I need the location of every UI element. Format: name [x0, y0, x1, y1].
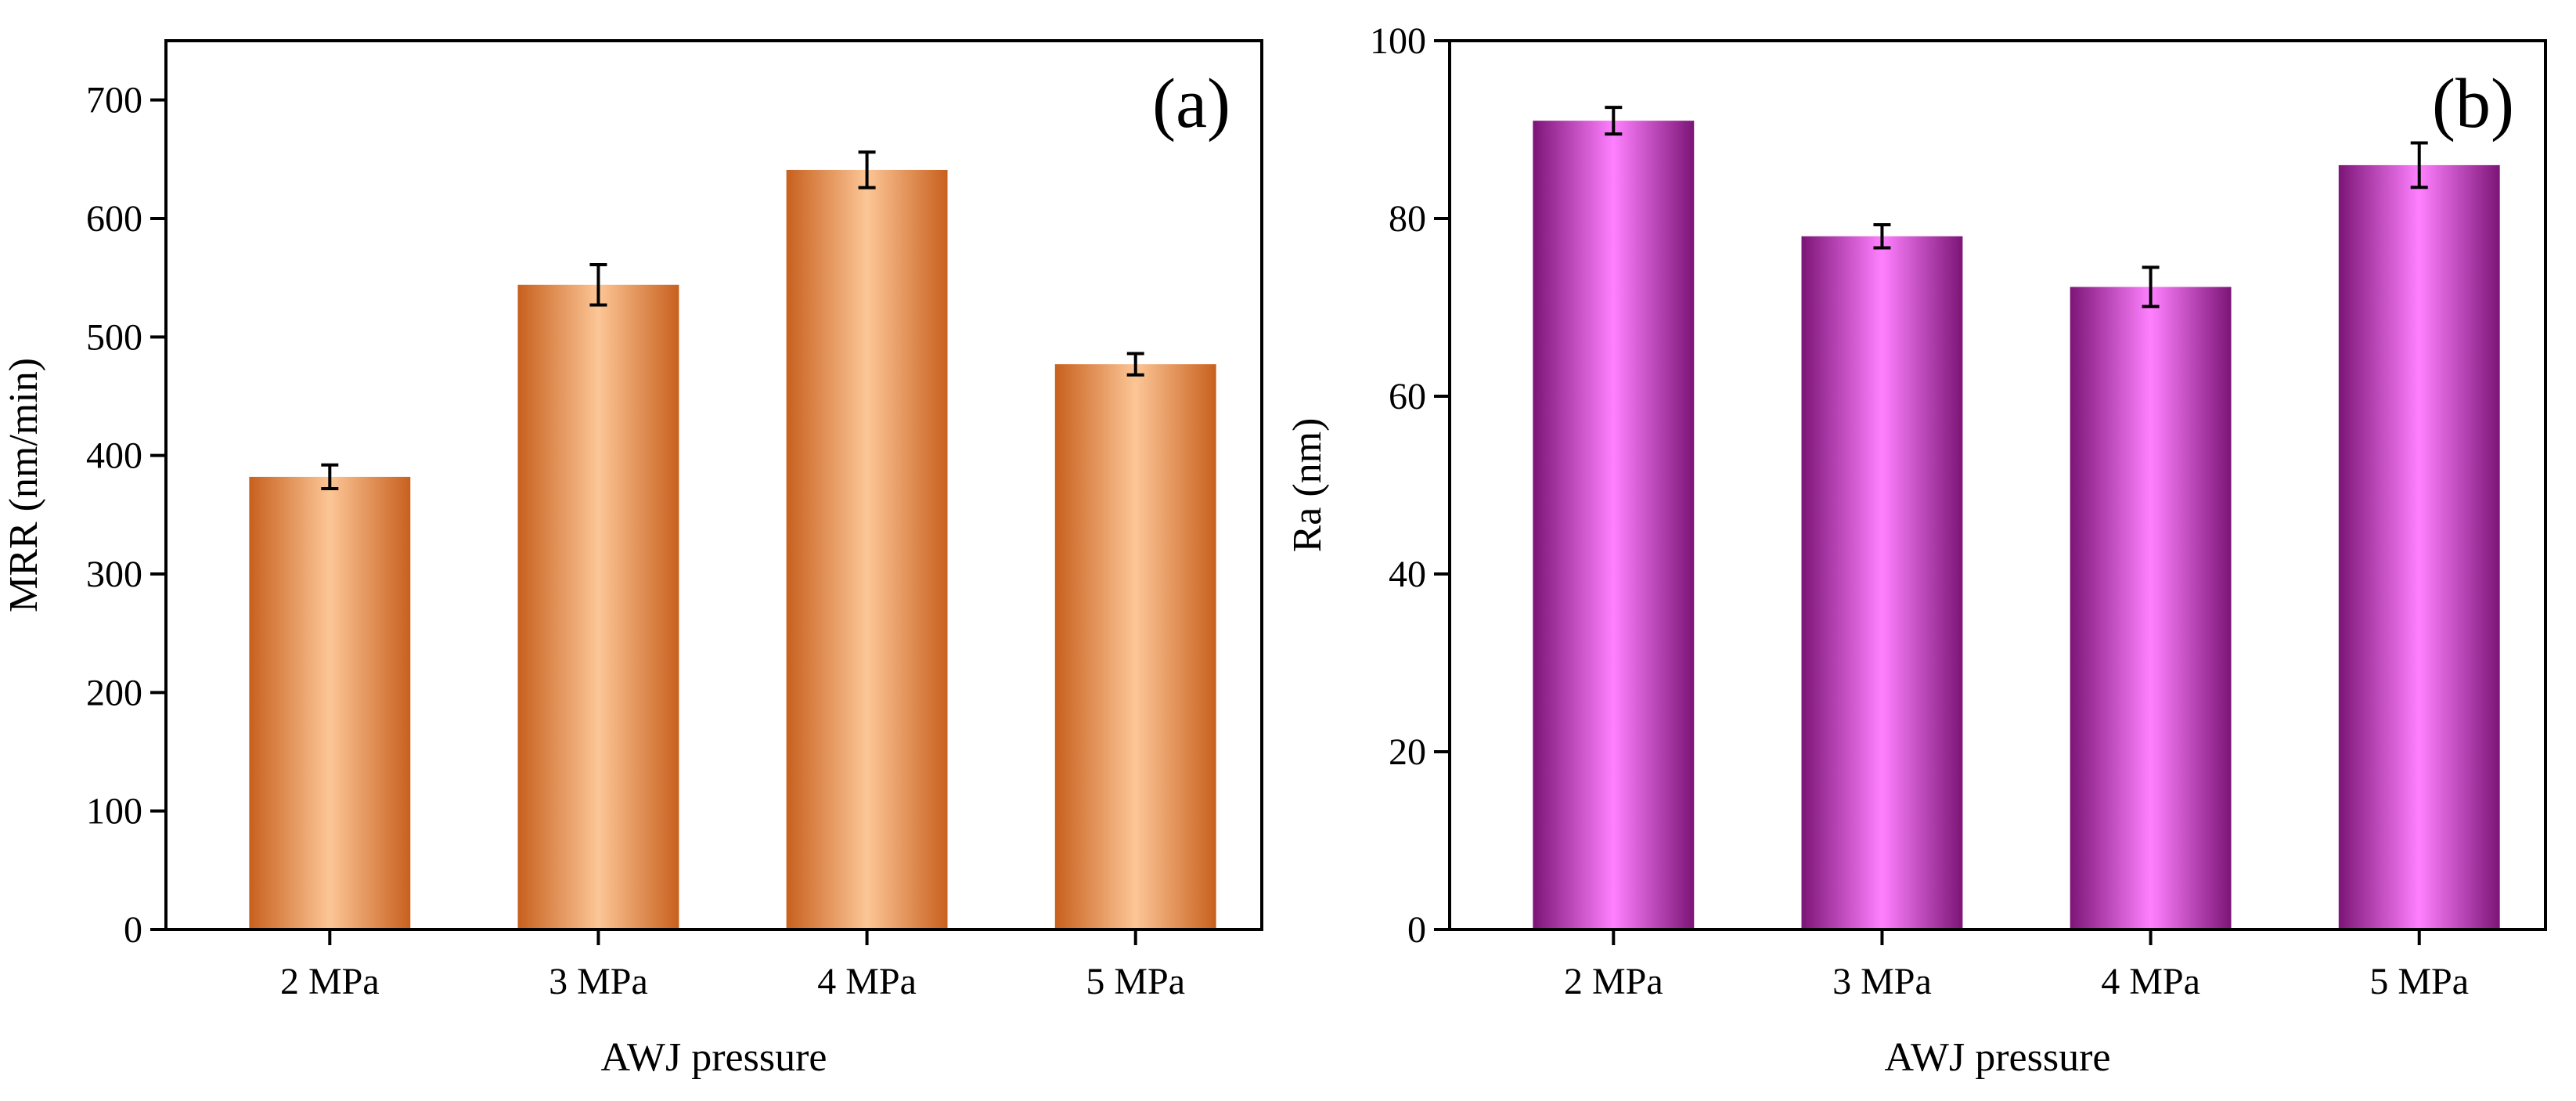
- x-tick-label: 5 MPa: [1086, 961, 1185, 1002]
- y-tick-label: 200: [86, 672, 142, 713]
- x-tick-label: 4 MPa: [2101, 961, 2200, 1002]
- y-tick-label: 500: [86, 316, 142, 358]
- bar-3-mpa: [517, 284, 679, 930]
- y-tick-label: 80: [1389, 198, 1426, 240]
- panel-tag: (a): [1152, 65, 1230, 143]
- y-tick-label: 0: [1407, 909, 1426, 951]
- error-bars: [321, 150, 1144, 491]
- plot-frame: [164, 39, 1263, 931]
- y-axis-ticks: 0 100 200 300 400 500 600 700: [86, 80, 166, 951]
- y-tick-label: 60: [1389, 376, 1426, 417]
- bars: [249, 169, 1216, 930]
- y-axis-label: Ra (nm): [1285, 418, 1330, 553]
- bar-4-mpa: [786, 169, 948, 930]
- y-tick-label: 700: [86, 80, 142, 121]
- y-axis-label: MRR (nm/min): [2, 358, 46, 612]
- bar-4-mpa: [2070, 287, 2232, 930]
- error-bar: [2410, 141, 2428, 190]
- y-tick-label: 600: [86, 198, 142, 240]
- x-tick-label: 3 MPa: [1832, 961, 1932, 1002]
- bar-5-mpa: [1054, 364, 1216, 930]
- mrr-chart: 0 100 200 300 400 500 600 700 2 MPa 3 MPa 4 MPa 5 …: [2, 39, 1263, 1080]
- bars: [1533, 121, 2500, 930]
- y-tick-label: 0: [124, 909, 142, 951]
- bar-5-mpa: [2338, 164, 2500, 930]
- bar-2-mpa: [1533, 121, 1695, 930]
- plot-frame: [1448, 39, 2547, 931]
- x-tick-label: 2 MPa: [280, 961, 380, 1002]
- error-bar: [589, 263, 607, 307]
- x-axis-label: AWJ pressure: [1885, 1035, 2111, 1080]
- y-tick-label: 20: [1389, 731, 1426, 773]
- bar-3-mpa: [1801, 236, 1963, 930]
- bar-2-mpa: [249, 476, 411, 930]
- ra-chart: 0 20 40 60 80 100 2 MPa 3 MPa 4 MPa 5 MPa (b) AW…: [1285, 20, 2547, 1080]
- x-tick-label: 5 MPa: [2369, 961, 2469, 1002]
- x-tick-label: 2 MPa: [1564, 961, 1663, 1002]
- x-tick-label: 4 MPa: [817, 961, 917, 1002]
- y-tick-label: 100: [1370, 20, 1426, 62]
- error-bar: [1126, 352, 1144, 377]
- error-bar: [321, 463, 339, 491]
- y-tick-label: 300: [86, 554, 142, 595]
- error-bar: [1605, 106, 1623, 136]
- error-bars: [1605, 106, 2428, 309]
- error-bar: [858, 150, 876, 190]
- y-tick-label: 100: [86, 791, 142, 832]
- error-bar: [1873, 222, 1891, 250]
- x-axis-ticks: 2 MPa 3 MPa 4 MPa 5 MPa: [1564, 930, 2469, 1002]
- y-axis-ticks: 0 20 40 60 80 100: [1370, 20, 1450, 951]
- x-axis-label: AWJ pressure: [601, 1035, 827, 1080]
- x-tick-label: 3 MPa: [549, 961, 648, 1002]
- error-bar: [2142, 265, 2160, 309]
- y-tick-label: 40: [1389, 554, 1426, 595]
- y-tick-label: 400: [86, 435, 142, 477]
- x-axis-ticks: 2 MPa 3 MPa 4 MPa 5 MPa: [280, 930, 1185, 1002]
- panel-tag: (b): [2432, 65, 2514, 143]
